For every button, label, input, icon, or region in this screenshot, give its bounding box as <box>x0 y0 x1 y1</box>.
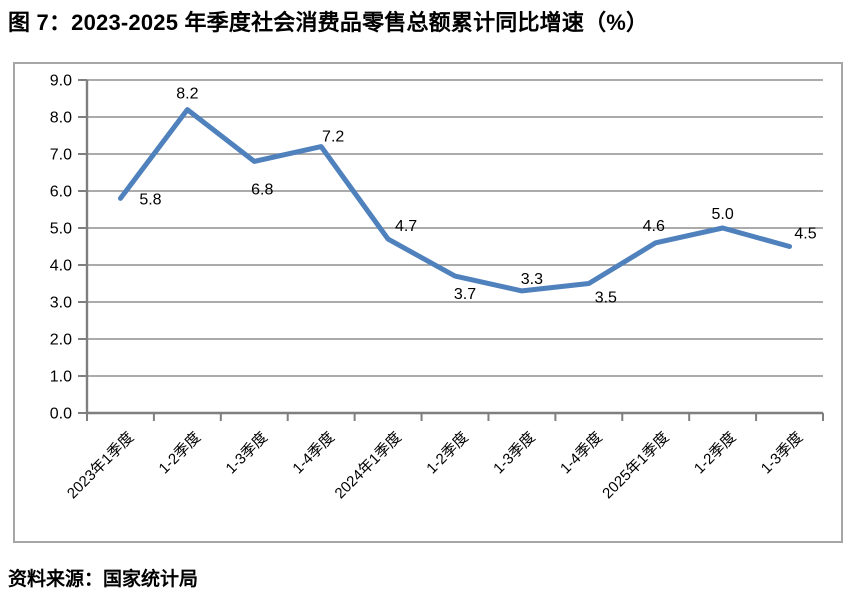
chart-area: 0.0 1.0 2.0 3.0 4.0 5.0 6.0 7.0 8.0 9.0 2023年1季度 1-… <box>13 62 843 543</box>
y-tick-label: 8.0 <box>50 110 72 127</box>
y-tick-label: 1.0 <box>50 369 72 386</box>
y-tick-label: 4.0 <box>50 258 72 275</box>
data-point-label: 4.7 <box>395 218 417 235</box>
y-tick-label: 5.0 <box>50 221 72 238</box>
y-tick-label: 9.0 <box>50 73 72 90</box>
y-tick-label: 6.0 <box>50 184 72 201</box>
x-tick-label: 2024年1季度 <box>332 429 405 502</box>
x-tick-label: 1-2季度 <box>156 429 205 478</box>
x-tick-label: 1-4季度 <box>289 429 338 478</box>
y-tick-label: 3.0 <box>50 295 72 312</box>
data-point-label: 3.5 <box>595 290 617 307</box>
series-line <box>117 107 793 294</box>
y-tick-label: 2.0 <box>50 332 72 349</box>
data-point-label: 8.2 <box>176 86 198 103</box>
x-tick-label: 1-2季度 <box>691 429 740 478</box>
data-point-label: 6.8 <box>251 181 273 198</box>
x-tick-label: 2023年1季度 <box>64 429 137 502</box>
x-tick-label: 1-2季度 <box>423 429 472 478</box>
x-tick-label: 2025年1季度 <box>599 429 672 502</box>
x-tick-label: 1-3季度 <box>490 429 539 478</box>
data-point-label: 4.6 <box>643 218 665 235</box>
x-tick-label: 1-3季度 <box>223 429 272 478</box>
line-chart: 0.0 1.0 2.0 3.0 4.0 5.0 6.0 7.0 8.0 9.0 2023年1季度 1-… <box>50 73 824 502</box>
source-note: 资料来源：国家统计局 <box>8 569 199 590</box>
data-point-label: 3.3 <box>521 271 543 288</box>
data-point-label: 7.2 <box>322 129 344 146</box>
data-point-label: 3.7 <box>454 286 476 303</box>
x-tick-label: 1-3季度 <box>758 429 807 478</box>
data-point-label: 5.0 <box>712 206 734 223</box>
x-tick-label: 1-4季度 <box>557 429 606 478</box>
y-tick-label: 7.0 <box>50 147 72 164</box>
data-point-label: 4.5 <box>794 226 816 243</box>
figure-title: 图 7：2023-2025 年季度社会消费品零售总额累计同比增速（%） <box>8 10 649 35</box>
y-tick-label: 0.0 <box>50 406 72 423</box>
data-point-label: 5.8 <box>139 191 161 208</box>
